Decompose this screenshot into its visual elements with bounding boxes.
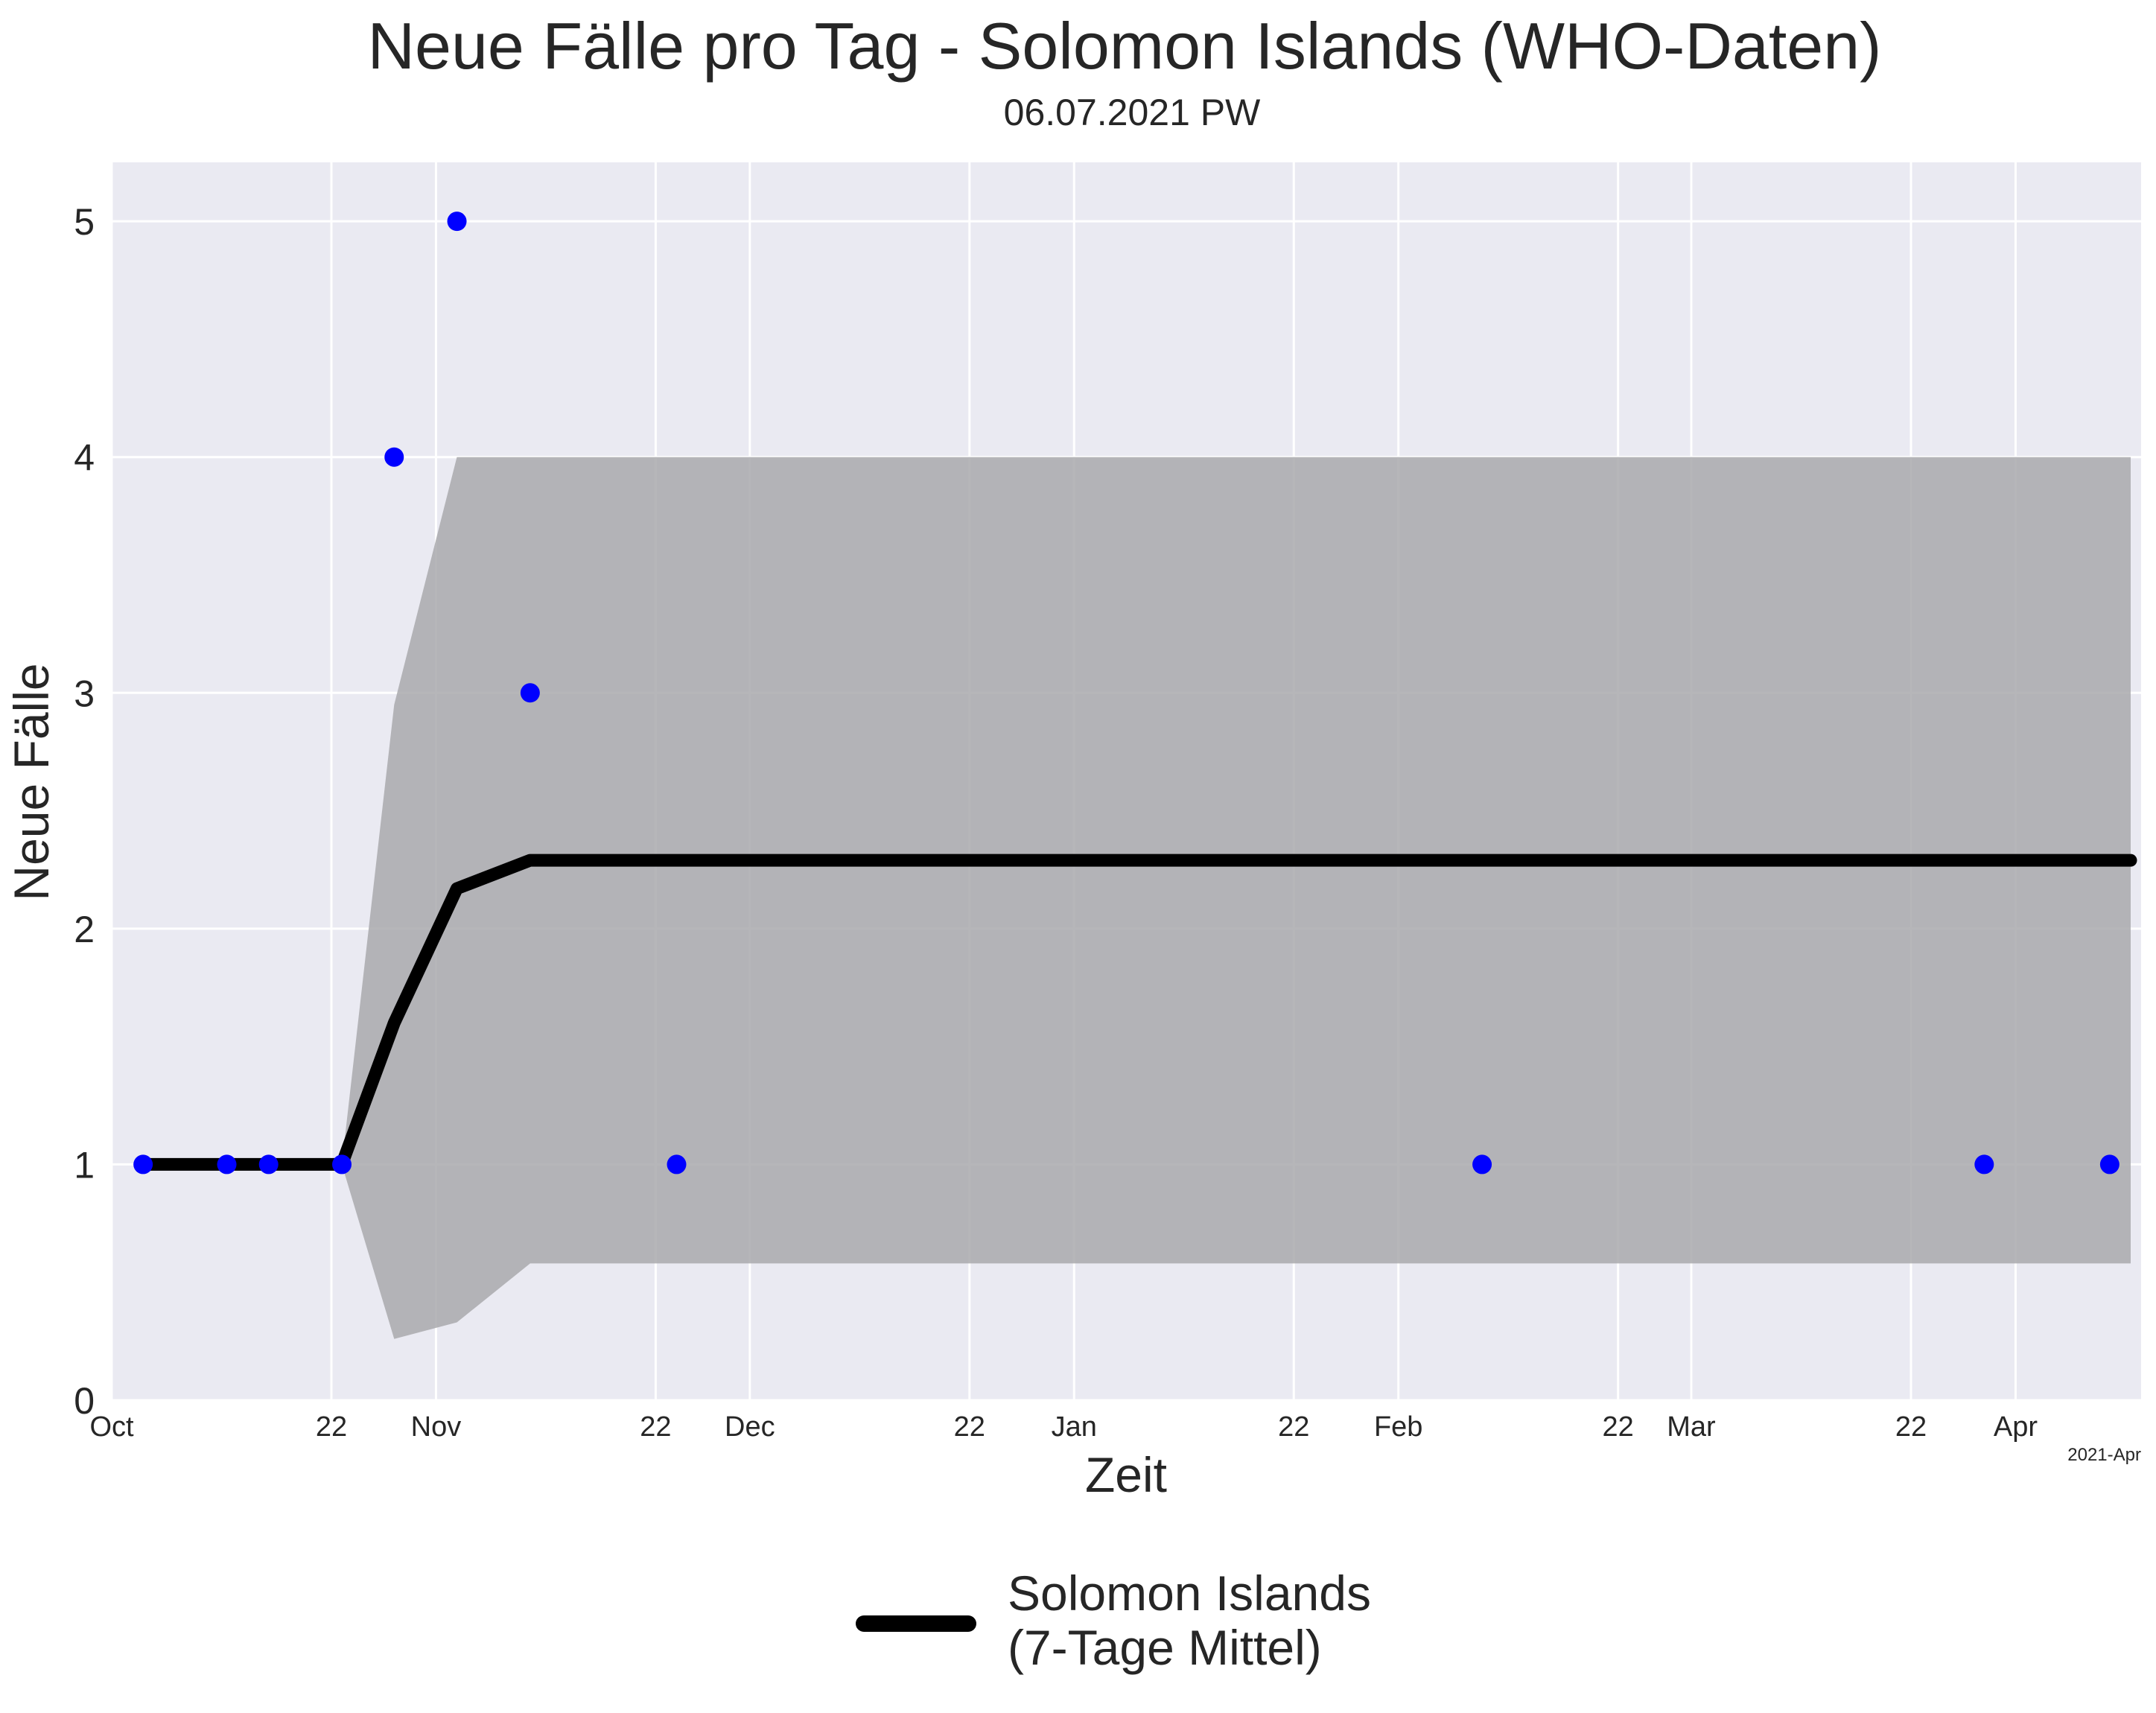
series-line-7-day-mean	[136, 854, 2137, 1171]
y-tick-label: 2	[74, 909, 95, 950]
y-axis-label: Neue Fälle	[4, 663, 59, 900]
confidence-band	[342, 457, 2131, 1339]
x-axis-label: Zeit	[1085, 1447, 1167, 1502]
line-layer	[136, 854, 2137, 1171]
y-tick-label: 3	[74, 673, 95, 714]
band-layer	[342, 457, 2131, 1339]
data-point	[217, 1154, 237, 1175]
chart-title: Neue Fälle pro Tag - Solomon Islands (WH…	[368, 9, 1882, 83]
y-tick-label: 4	[74, 437, 95, 479]
x-tick-label: 22	[316, 1411, 347, 1443]
x-tick-label: Jan	[1052, 1411, 1097, 1443]
legend-label-line-1: Solomon Islands	[1008, 1566, 1371, 1621]
x-offset-label: 2021-Apr	[2067, 1445, 2141, 1465]
y-tick-labels: 0 1 2 3 4 5	[74, 201, 95, 1422]
data-point	[133, 1154, 153, 1175]
x-tick-labels: Oct 22 Nov 22 Dec 22 Jan 22 Feb 22 Mar 22 Apr	[89, 1411, 2038, 1443]
x-tick-label: Feb	[1374, 1411, 1422, 1443]
x-tick-label: Oct	[89, 1411, 134, 1443]
legend-label-line-2: (7-Tage Mittel)	[1008, 1620, 1322, 1675]
y-tick-label: 5	[74, 201, 95, 243]
data-point	[1472, 1154, 1492, 1175]
x-tick-label: 22	[1278, 1411, 1309, 1443]
x-tick-label: 22	[1603, 1411, 1634, 1443]
data-point	[1974, 1154, 1994, 1175]
x-tick-label: Nov	[411, 1411, 462, 1443]
points-layer	[133, 212, 2120, 1175]
y-tick-label: 0	[74, 1380, 95, 1422]
data-point	[667, 1154, 687, 1175]
data-point	[447, 212, 467, 232]
x-tick-label: 22	[1895, 1411, 1927, 1443]
x-tick-label: Mar	[1667, 1411, 1716, 1443]
data-point	[332, 1154, 352, 1175]
y-tick-label: 1	[74, 1144, 95, 1186]
data-point	[384, 447, 404, 467]
x-tick-label: Apr	[1994, 1411, 2038, 1443]
data-point	[258, 1154, 279, 1175]
chart-subtitle: 06.07.2021 PW	[1004, 92, 1261, 133]
legend: Solomon Islands (7-Tage Mittel)	[856, 1566, 1371, 1675]
data-point	[2099, 1154, 2120, 1175]
x-tick-label: 22	[640, 1411, 671, 1443]
data-point	[520, 683, 540, 703]
x-tick-label: Dec	[725, 1411, 775, 1443]
x-tick-label: 22	[954, 1411, 985, 1443]
